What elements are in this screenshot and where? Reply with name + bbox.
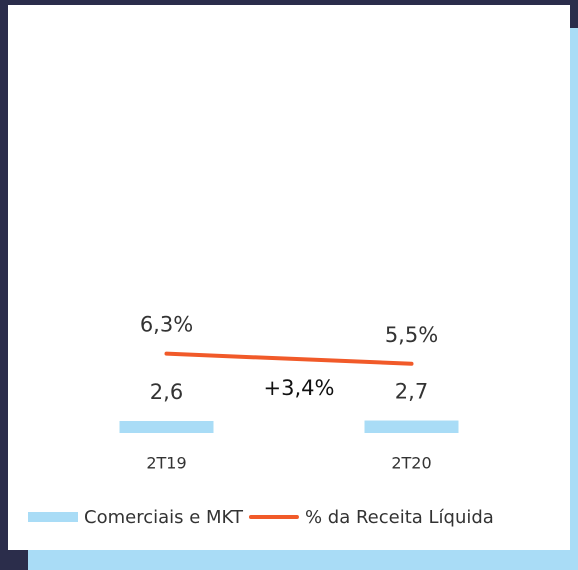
panel bbox=[8, 5, 570, 550]
value-label: 5,5% bbox=[385, 323, 438, 347]
legend-label: % da Receita Líquida bbox=[305, 507, 494, 528]
annotation: +3,4% bbox=[264, 376, 335, 400]
value-label: 2,7 bbox=[395, 380, 428, 404]
bar bbox=[119, 420, 214, 433]
bar bbox=[364, 420, 459, 433]
accent-strip bbox=[570, 28, 578, 570]
value-label: 2,6 bbox=[150, 380, 183, 404]
value-label: 6,3% bbox=[140, 313, 193, 337]
legend-swatch bbox=[28, 512, 78, 522]
x-tick-label: 2T19 bbox=[146, 454, 186, 473]
line bbox=[164, 351, 414, 366]
x-tick-label: 2T20 bbox=[391, 454, 431, 473]
legend-label: Comerciais e MKT bbox=[84, 507, 244, 528]
accent-strip bbox=[28, 550, 578, 570]
